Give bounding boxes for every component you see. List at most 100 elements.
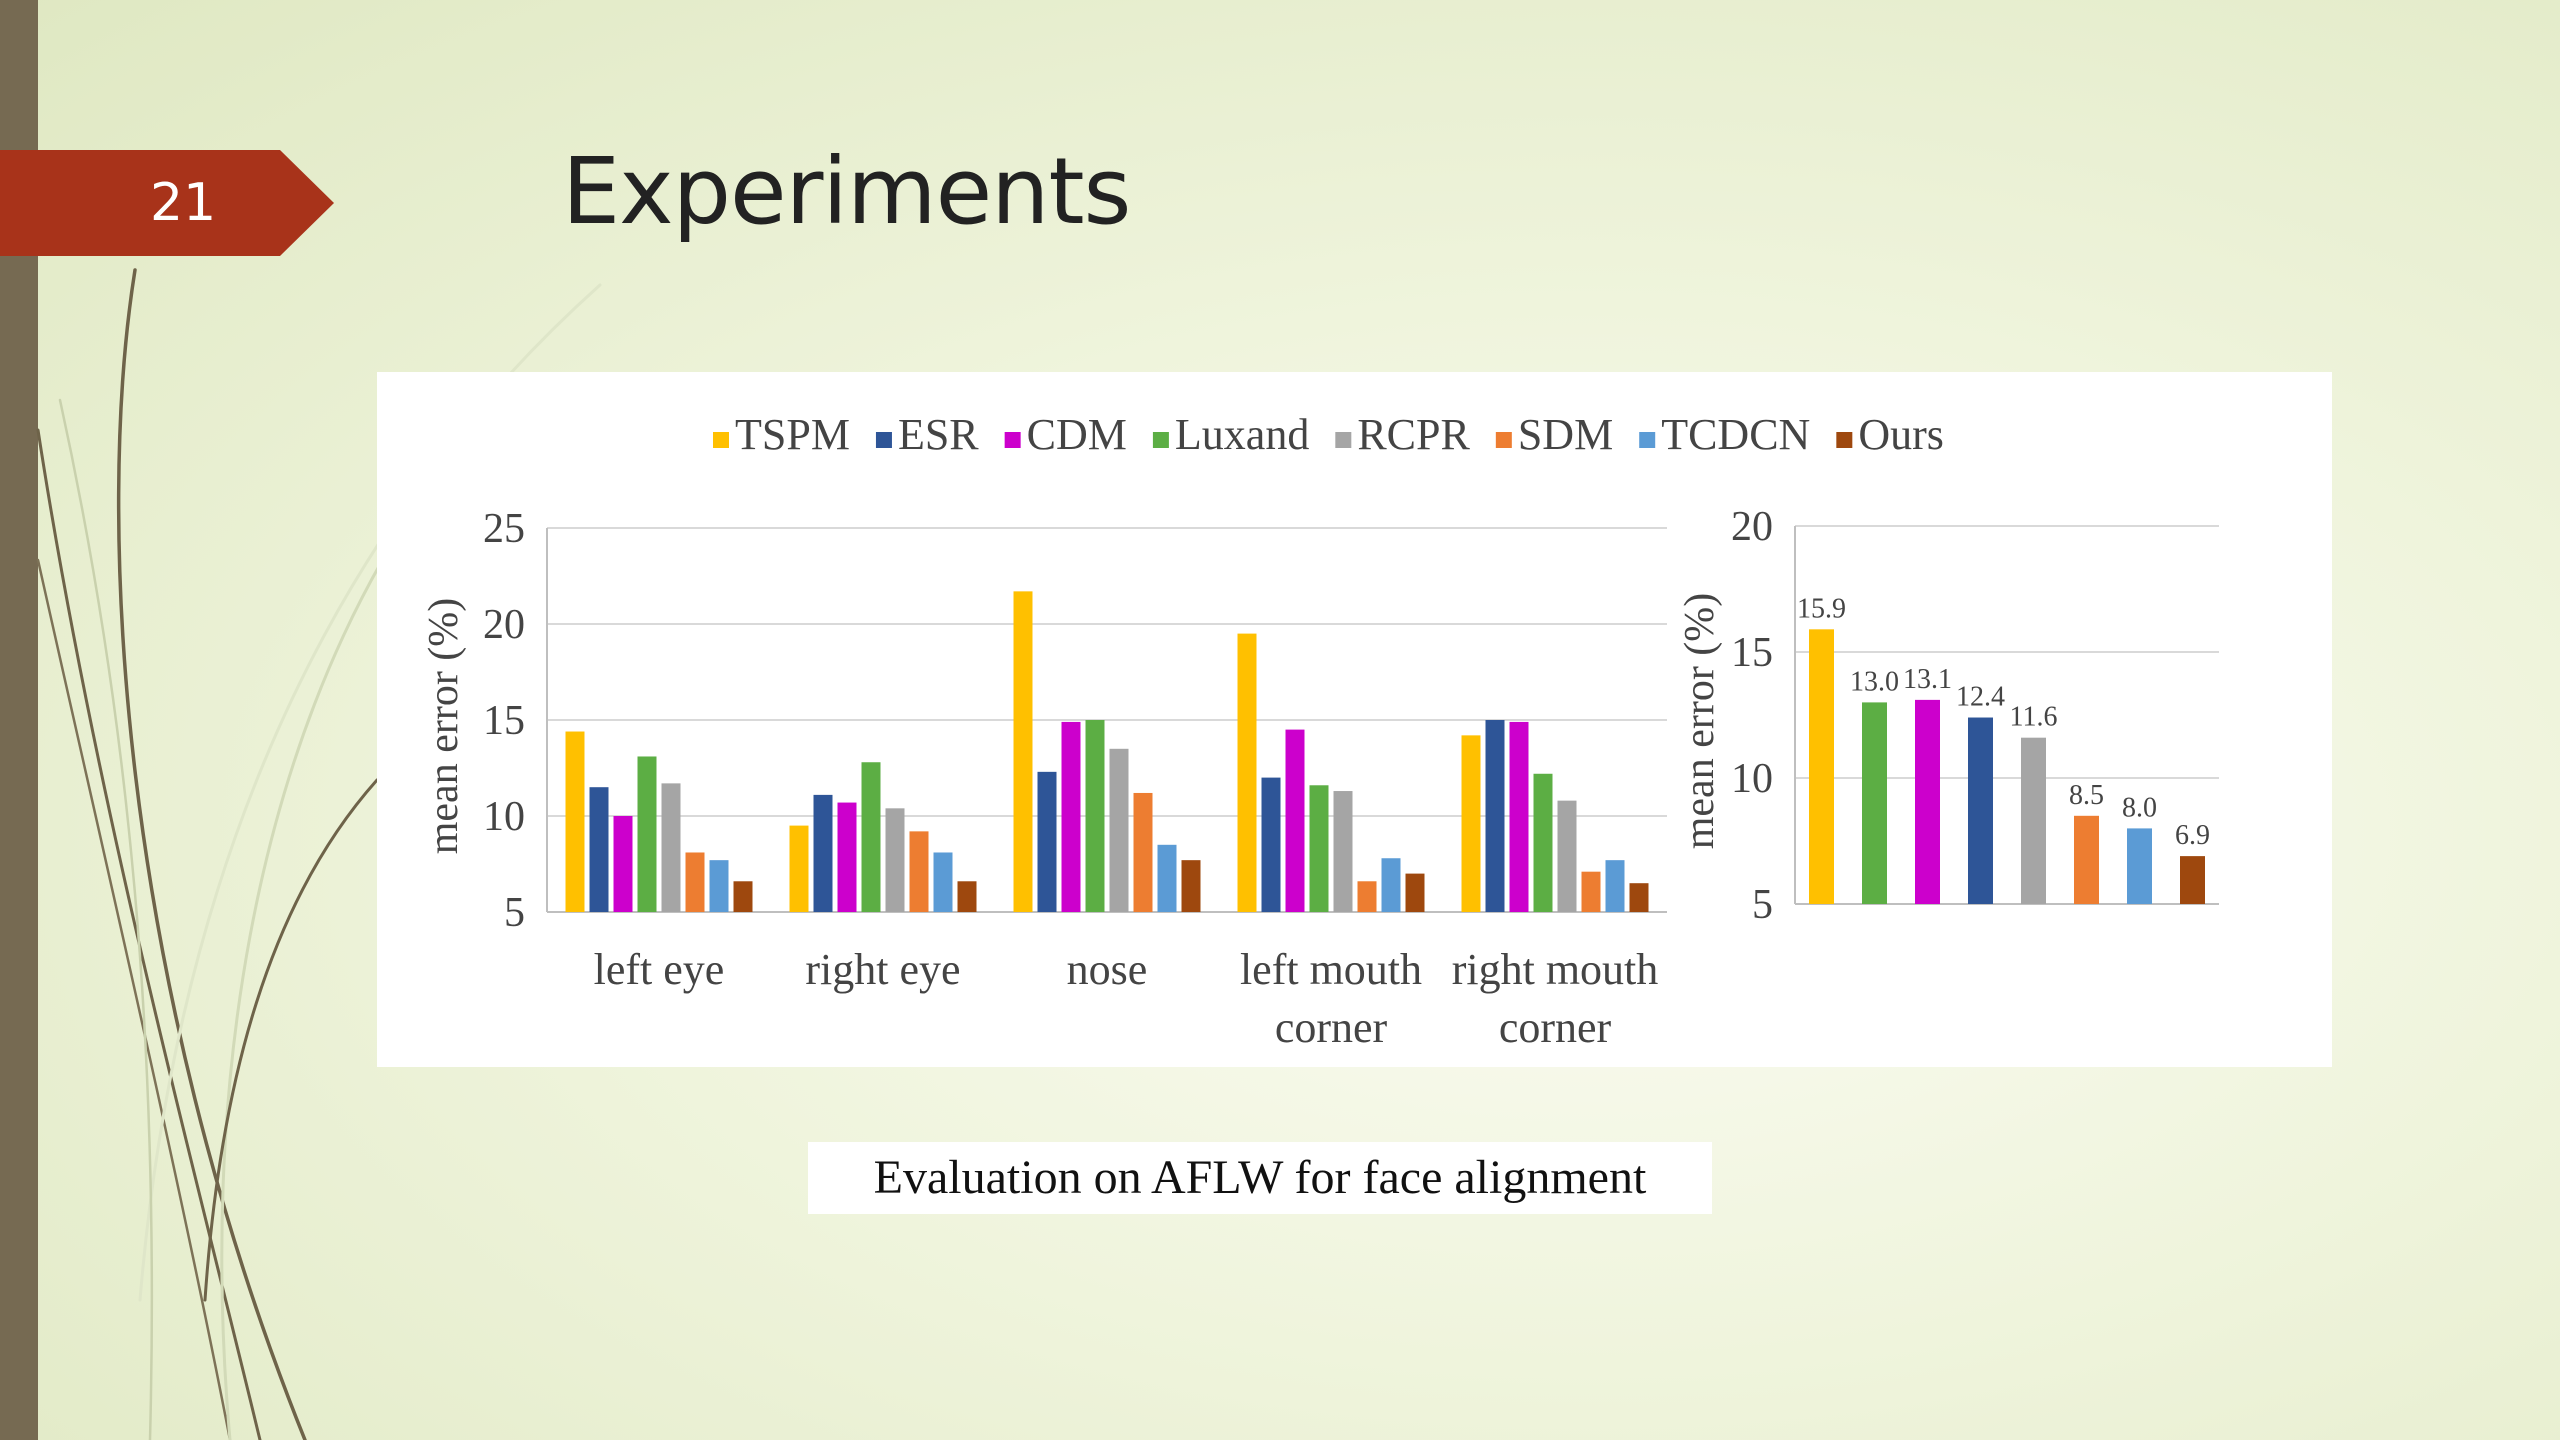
bar-luxand bbox=[637, 756, 657, 912]
y-axis-title: mean error (%) bbox=[421, 598, 467, 855]
bar-luxand bbox=[1085, 720, 1105, 912]
legend-item: TSPM bbox=[713, 410, 850, 459]
legend-swatch bbox=[1004, 432, 1021, 448]
bar-cdm bbox=[837, 802, 857, 912]
bar-ours bbox=[733, 881, 753, 912]
y-tick-label: 10 bbox=[483, 794, 525, 840]
bar-rcpr bbox=[1557, 800, 1577, 912]
y-tick-label: 5 bbox=[1752, 882, 1773, 928]
legend-item: SDM bbox=[1495, 410, 1613, 459]
figure-caption: Evaluation on AFLW for face alignment bbox=[808, 1142, 1712, 1214]
page-number: 21 bbox=[150, 173, 217, 233]
legend-swatch bbox=[1639, 432, 1656, 448]
data-label: 13.1 bbox=[1903, 664, 1952, 695]
chart-panel: TSPM ESR CDM Luxand RCPR SDM TCDCN Ours 5 10 15 20 2… bbox=[377, 372, 2332, 1067]
legend-label: Ours bbox=[1858, 410, 1944, 459]
y-tick-label: 15 bbox=[1731, 630, 1773, 676]
bar-esr bbox=[1485, 720, 1505, 912]
legend-swatch bbox=[1152, 432, 1169, 448]
x-tick-label: corner bbox=[1499, 1003, 1612, 1052]
chart-figure: TSPM ESR CDM Luxand RCPR SDM TCDCN Ours 5 10 15 20 2… bbox=[421, 410, 2219, 1052]
bar-tcdcn bbox=[933, 852, 953, 912]
bar-sdm bbox=[1133, 792, 1153, 912]
bar-sdm bbox=[909, 831, 929, 912]
data-label: 6.9 bbox=[2175, 820, 2210, 851]
legend-item: ESR bbox=[875, 410, 979, 459]
bar-sdm bbox=[1581, 871, 1601, 912]
legend-item: Luxand bbox=[1152, 410, 1309, 459]
bar-esr bbox=[813, 794, 833, 912]
bar-tspm bbox=[1461, 735, 1481, 912]
x-tick-label: left eye bbox=[594, 945, 725, 994]
data-label: 15.9 bbox=[1797, 593, 1846, 624]
y-tick-label: 15 bbox=[483, 698, 525, 744]
legend-label: ESR bbox=[898, 410, 979, 459]
bar-rcpr bbox=[1109, 748, 1129, 912]
page-number-badge: 21 bbox=[0, 150, 334, 256]
data-label: 8.0 bbox=[2122, 792, 2157, 823]
bar-avg-luxand bbox=[1862, 702, 1887, 904]
bar-tspm bbox=[789, 825, 809, 912]
y-axis-title: mean error (%) bbox=[1677, 593, 1723, 850]
bar-cdm bbox=[1061, 721, 1081, 912]
data-label: 13.0 bbox=[1850, 666, 1899, 697]
bar-avg-esr bbox=[1968, 717, 1993, 904]
x-tick-label: right eye bbox=[805, 945, 960, 994]
y-tick-label: 10 bbox=[1731, 756, 1773, 802]
legend-label: TCDCN bbox=[1661, 410, 1810, 459]
bar-ours bbox=[1181, 860, 1201, 912]
bar-luxand bbox=[861, 762, 881, 912]
y-tick-label: 25 bbox=[483, 506, 525, 552]
legend-swatch bbox=[1495, 432, 1512, 448]
bar-tcdcn bbox=[1605, 860, 1625, 912]
bar-rcpr bbox=[661, 783, 681, 912]
legend-label: RCPR bbox=[1357, 410, 1470, 459]
x-tick-label: corner bbox=[1275, 1003, 1388, 1052]
bar-tspm bbox=[1013, 591, 1033, 912]
bar-avg-rcpr bbox=[2021, 737, 2046, 904]
data-label: 12.4 bbox=[1956, 682, 2005, 713]
legend-item: CDM bbox=[1004, 410, 1127, 459]
data-label: 8.5 bbox=[2069, 780, 2104, 811]
slide-title: Experiments bbox=[562, 138, 1131, 245]
bar-cdm bbox=[1285, 729, 1305, 912]
bar-luxand bbox=[1309, 785, 1329, 912]
legend-item: Ours bbox=[1836, 410, 1944, 459]
bar-avg-cdm bbox=[1915, 699, 1940, 904]
bar-rcpr bbox=[885, 808, 905, 912]
bar-tspm bbox=[1237, 633, 1257, 912]
bar-avg-ours bbox=[2180, 856, 2205, 904]
bar-cdm bbox=[613, 816, 633, 912]
legend-item: TCDCN bbox=[1639, 410, 1810, 459]
bar-ours bbox=[1405, 873, 1425, 912]
chart-grouped-bars: 5 10 15 20 25 mean error (%) left eye right eye… bbox=[421, 506, 1667, 1052]
bar-esr bbox=[589, 787, 609, 912]
bar-tcdcn bbox=[1381, 858, 1401, 912]
y-tick-label: 20 bbox=[1731, 504, 1773, 550]
bar-sdm bbox=[685, 852, 705, 912]
bar-avg-tspm bbox=[1809, 629, 1834, 904]
bar-avg-tcdcn bbox=[2127, 828, 2152, 904]
bar-ours bbox=[957, 881, 977, 912]
y-tick-label: 20 bbox=[483, 602, 525, 648]
bar-tcdcn bbox=[709, 860, 729, 912]
chart-legend: TSPM ESR CDM Luxand RCPR SDM TCDCN Ours bbox=[713, 410, 1944, 459]
data-label: 11.6 bbox=[2010, 702, 2058, 733]
legend-label: Luxand bbox=[1175, 410, 1309, 459]
legend-label: CDM bbox=[1027, 410, 1127, 459]
legend-item: RCPR bbox=[1335, 410, 1470, 459]
legend-label: TSPM bbox=[735, 410, 850, 459]
bar-cdm bbox=[1509, 721, 1529, 912]
legend-swatch bbox=[1836, 432, 1853, 448]
x-tick-label: right mouth bbox=[1452, 945, 1659, 994]
bar-avg-sdm bbox=[2074, 815, 2099, 904]
y-tick-label: 5 bbox=[504, 890, 525, 936]
legend-swatch bbox=[713, 432, 729, 448]
bar-luxand bbox=[1533, 773, 1553, 912]
bar-ours bbox=[1629, 883, 1649, 912]
x-tick-label: left mouth bbox=[1240, 945, 1422, 994]
bar-esr bbox=[1261, 777, 1281, 912]
legend-label: SDM bbox=[1518, 410, 1613, 459]
